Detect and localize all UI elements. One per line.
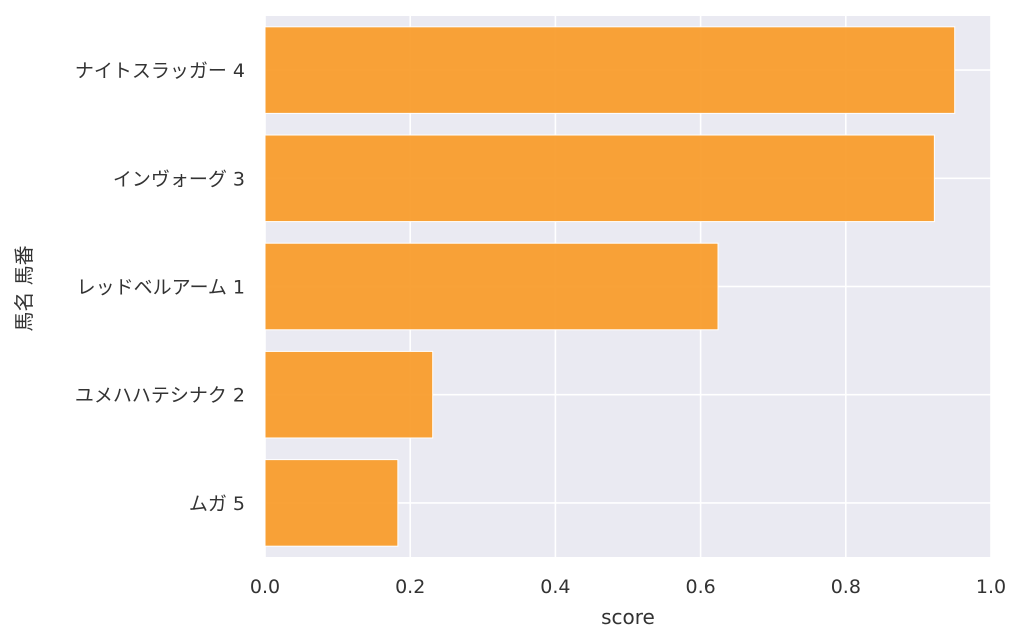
- y-tick-label: ユメハハテシナク 2: [75, 385, 245, 407]
- x-tick-label: 0.0: [250, 576, 280, 598]
- x-tick-label: 0.6: [685, 576, 715, 598]
- bar: [264, 26, 956, 114]
- x-tick-label: 0.4: [540, 576, 570, 598]
- y-tick-label: ナイトスラッガー 4: [75, 60, 245, 82]
- bars: [264, 26, 956, 547]
- bar: [264, 242, 719, 331]
- y-tick-label: インヴォーグ 3: [113, 168, 245, 190]
- x-axis-label: score: [601, 605, 655, 629]
- x-tick-label: 0.8: [831, 576, 861, 598]
- x-tick-labels: 0.0 0.2 0.4 0.6 0.8 1.0: [250, 576, 1006, 598]
- bar: [264, 459, 399, 547]
- bar: [264, 350, 434, 439]
- x-tick-label: 0.2: [395, 576, 425, 598]
- y-tick-labels: ナイトスラッガー 4 インヴォーグ 3 レッドベルアーム 1 ユメハハテシナク 2 ムガ…: [75, 60, 245, 515]
- bar: [264, 134, 935, 223]
- x-tick-label: 1.0: [976, 576, 1006, 598]
- y-axis-label: 馬名 馬番: [12, 245, 36, 331]
- y-tick-label: ムガ 5: [189, 493, 245, 515]
- y-tick-label: レッドベルアーム 1: [77, 277, 245, 299]
